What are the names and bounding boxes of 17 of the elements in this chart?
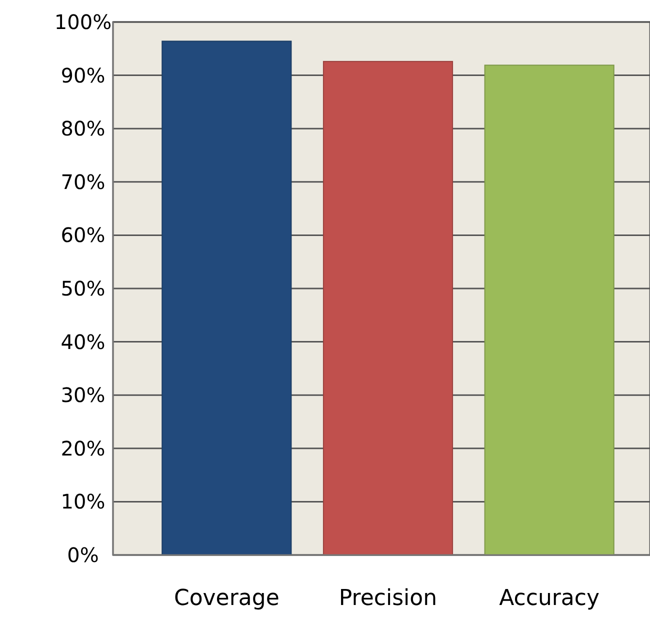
y-tick-label: 60% <box>60 223 106 248</box>
y-tick-label: 40% <box>60 330 106 354</box>
y-tick-label: 50% <box>60 276 106 300</box>
y-tick-label: 100% <box>54 10 112 34</box>
x-tick-label: Coverage <box>174 586 280 611</box>
y-tick-label: 0% <box>67 543 99 567</box>
y-tick-label: 10% <box>60 490 106 514</box>
y-tick-label: 20% <box>60 436 106 460</box>
y-tick-label: 90% <box>60 63 106 88</box>
x-tick-label: Accuracy <box>499 586 600 611</box>
bar <box>162 40 292 556</box>
y-tick-label: 80% <box>60 116 106 141</box>
x-tick-label: Precision <box>338 586 438 611</box>
y-tick-label: 30% <box>60 383 106 408</box>
y-tick-label: 70% <box>60 170 106 194</box>
bar <box>322 60 454 556</box>
bar <box>484 64 614 556</box>
